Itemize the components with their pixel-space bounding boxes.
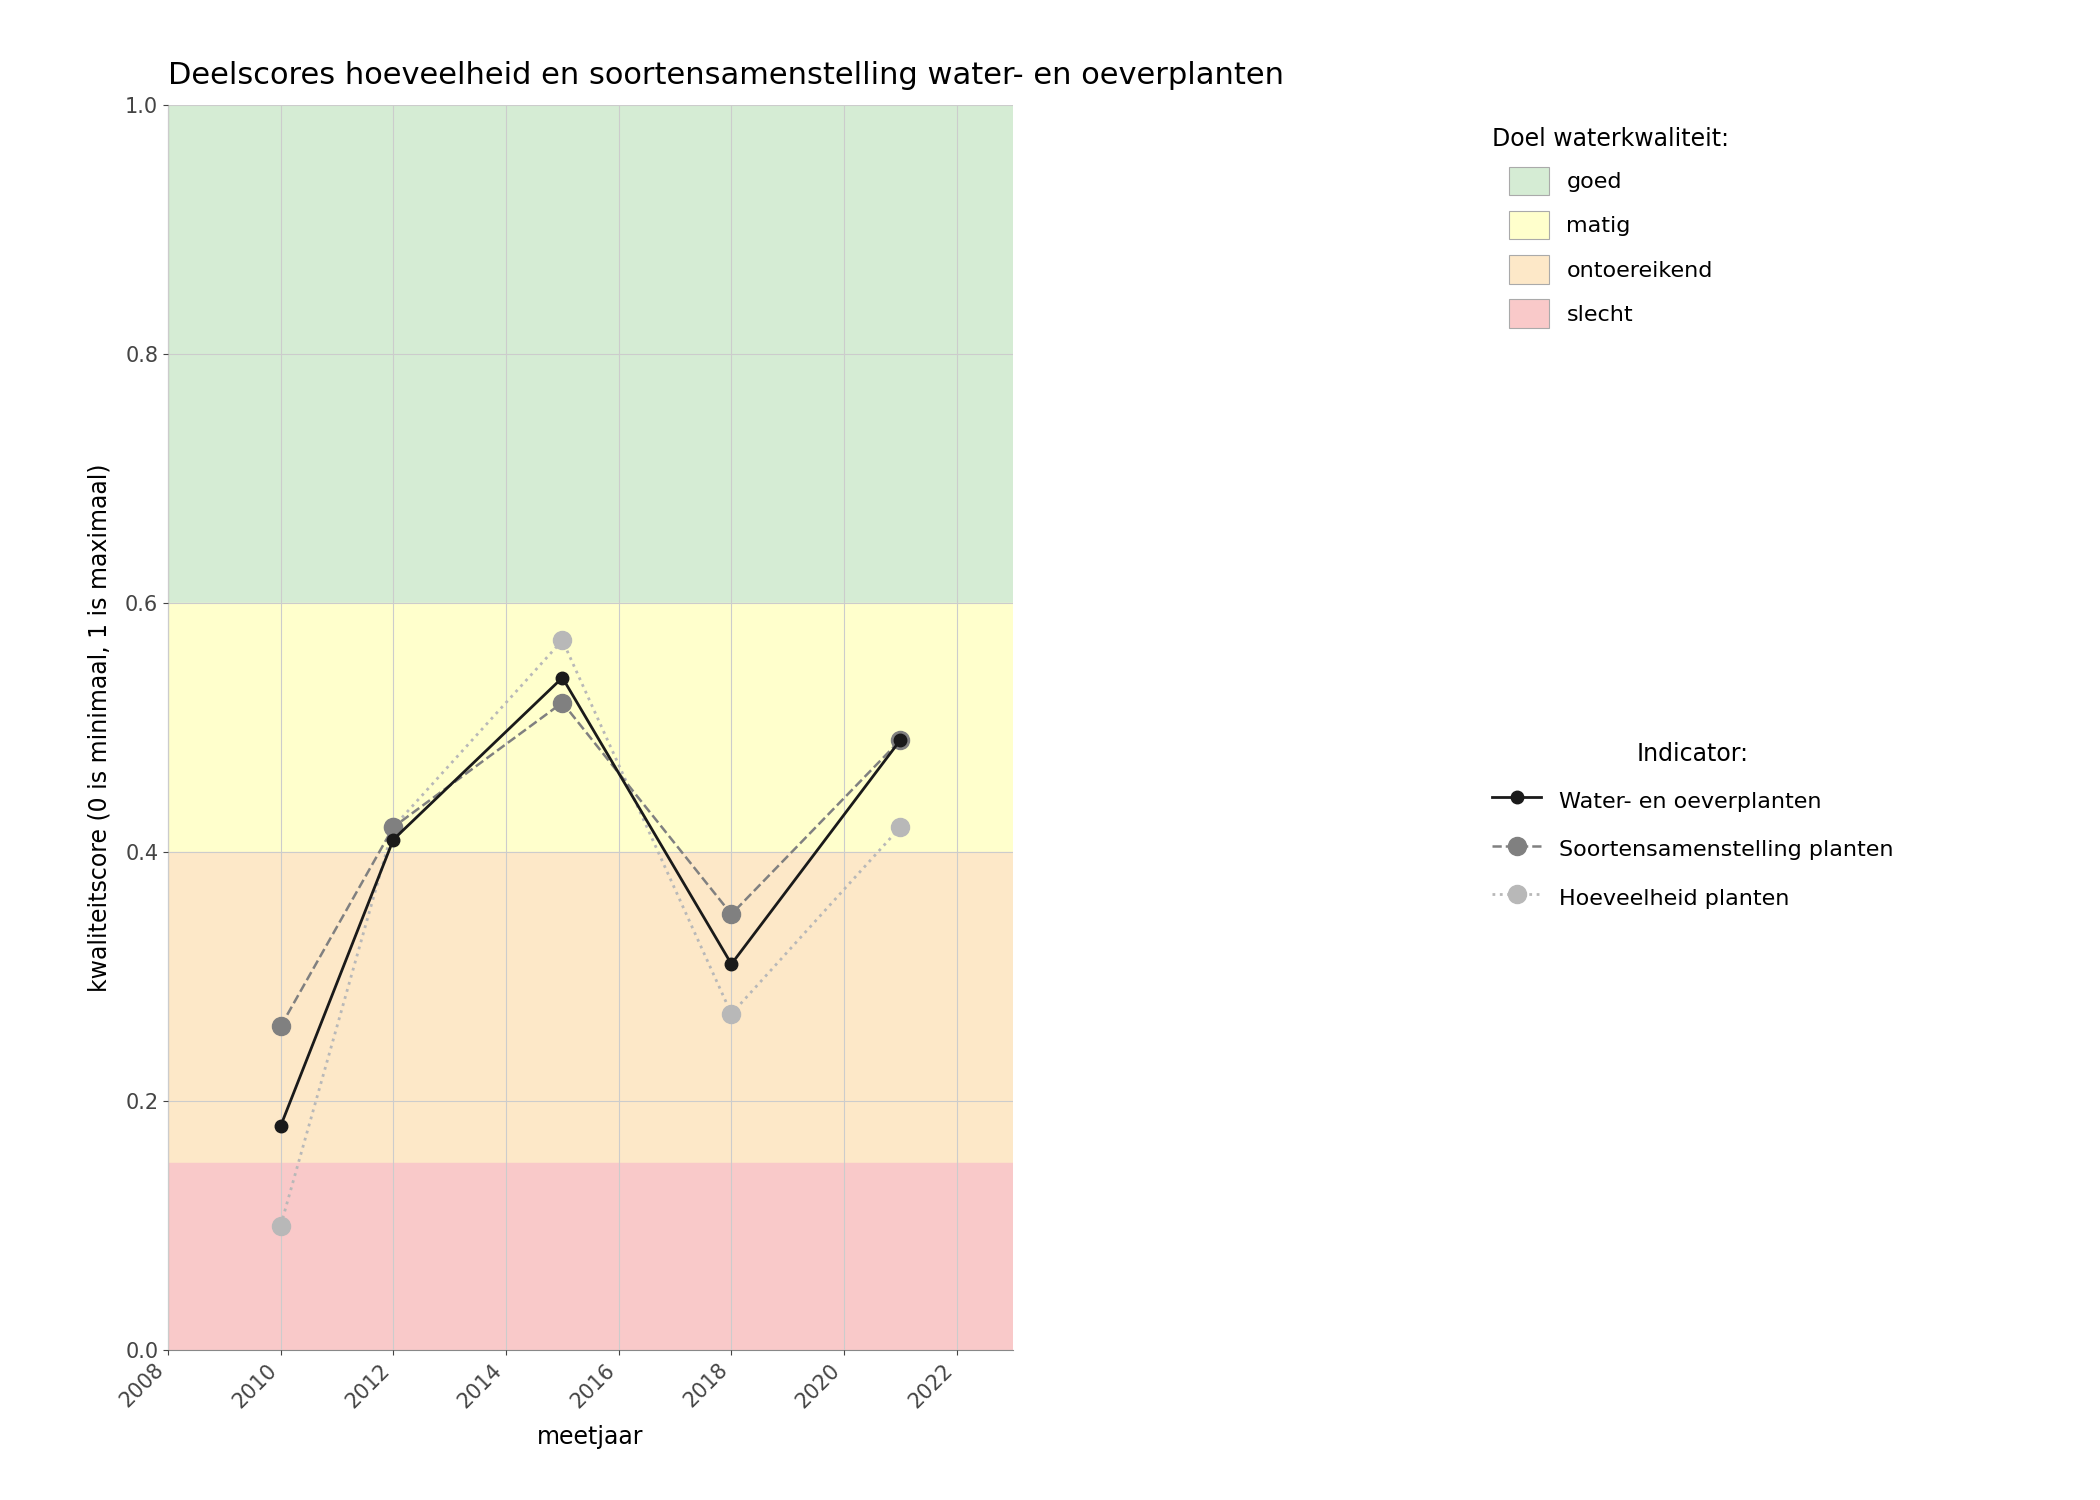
- Bar: [168, 1164, 1012, 1350]
- Text: Deelscores hoeveelheid en soortensamenstelling water- en oeverplanten: Deelscores hoeveelheid en soortensamenst…: [168, 62, 1283, 90]
- Legend: goed, matig, ontoereikend, slecht: goed, matig, ontoereikend, slecht: [1480, 116, 1741, 339]
- Bar: [168, 603, 1012, 852]
- Y-axis label: kwaliteitscore (0 is minimaal, 1 is maximaal): kwaliteitscore (0 is minimaal, 1 is maxi…: [86, 464, 111, 992]
- Bar: [168, 105, 1012, 603]
- Bar: [168, 852, 1012, 1164]
- X-axis label: meetjaar: meetjaar: [538, 1425, 645, 1449]
- Legend: Water- en oeverplanten, Soortensamenstelling planten, Hoeveelheid planten: Water- en oeverplanten, Soortensamenstel…: [1480, 730, 1905, 922]
